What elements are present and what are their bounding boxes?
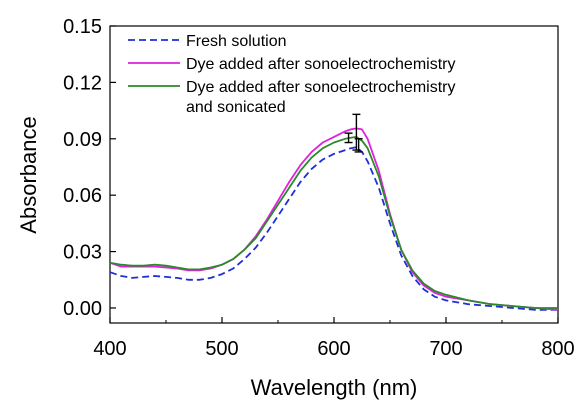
x-tick-label: 600: [317, 338, 350, 360]
legend-label: Dye added after sonoelectrochemistry: [186, 56, 455, 73]
error-bars: [344, 113, 363, 153]
series-line-3: [109, 136, 558, 309]
y-tick-label: 0.15: [63, 16, 102, 38]
legend-label: Dye added after sonoelectrochemistry: [186, 79, 455, 96]
series-line-2: [109, 127, 559, 311]
y-axis-title: Absorbance: [16, 116, 41, 233]
legend-label: and sonicated: [186, 99, 286, 116]
legend-entry-1: Fresh solution: [128, 33, 287, 50]
x-axis-title: Wavelength (nm): [251, 375, 418, 400]
x-axis-ticks: 400 500 600 700 800: [93, 317, 575, 360]
legend: Fresh solution Dye added after sonoelectr…: [128, 33, 455, 116]
series-line-1: [109, 146, 558, 311]
series-group: [109, 127, 559, 311]
y-axis-ticks: 0.00 0.03 0.06 0.09 0.12 0.15: [63, 16, 116, 320]
error-bar: [354, 138, 363, 153]
x-tick-label: 700: [429, 338, 462, 360]
y-tick-label: 0.03: [63, 242, 102, 264]
x-tick-label: 800: [541, 338, 574, 360]
legend-entry-3: Dye added after sonoelectrochemistry and …: [128, 79, 455, 116]
y-tick-label: 0.06: [63, 185, 102, 207]
legend-entry-2: Dye added after sonoelectrochemistry: [128, 56, 455, 73]
x-tick-label: 500: [205, 338, 238, 360]
legend-label: Fresh solution: [186, 33, 287, 50]
error-bar: [344, 132, 353, 144]
y-tick-label: 0.00: [63, 298, 102, 320]
y-tick-label: 0.09: [63, 129, 102, 151]
x-tick-label: 400: [93, 338, 126, 360]
y-tick-label: 0.12: [63, 72, 102, 94]
